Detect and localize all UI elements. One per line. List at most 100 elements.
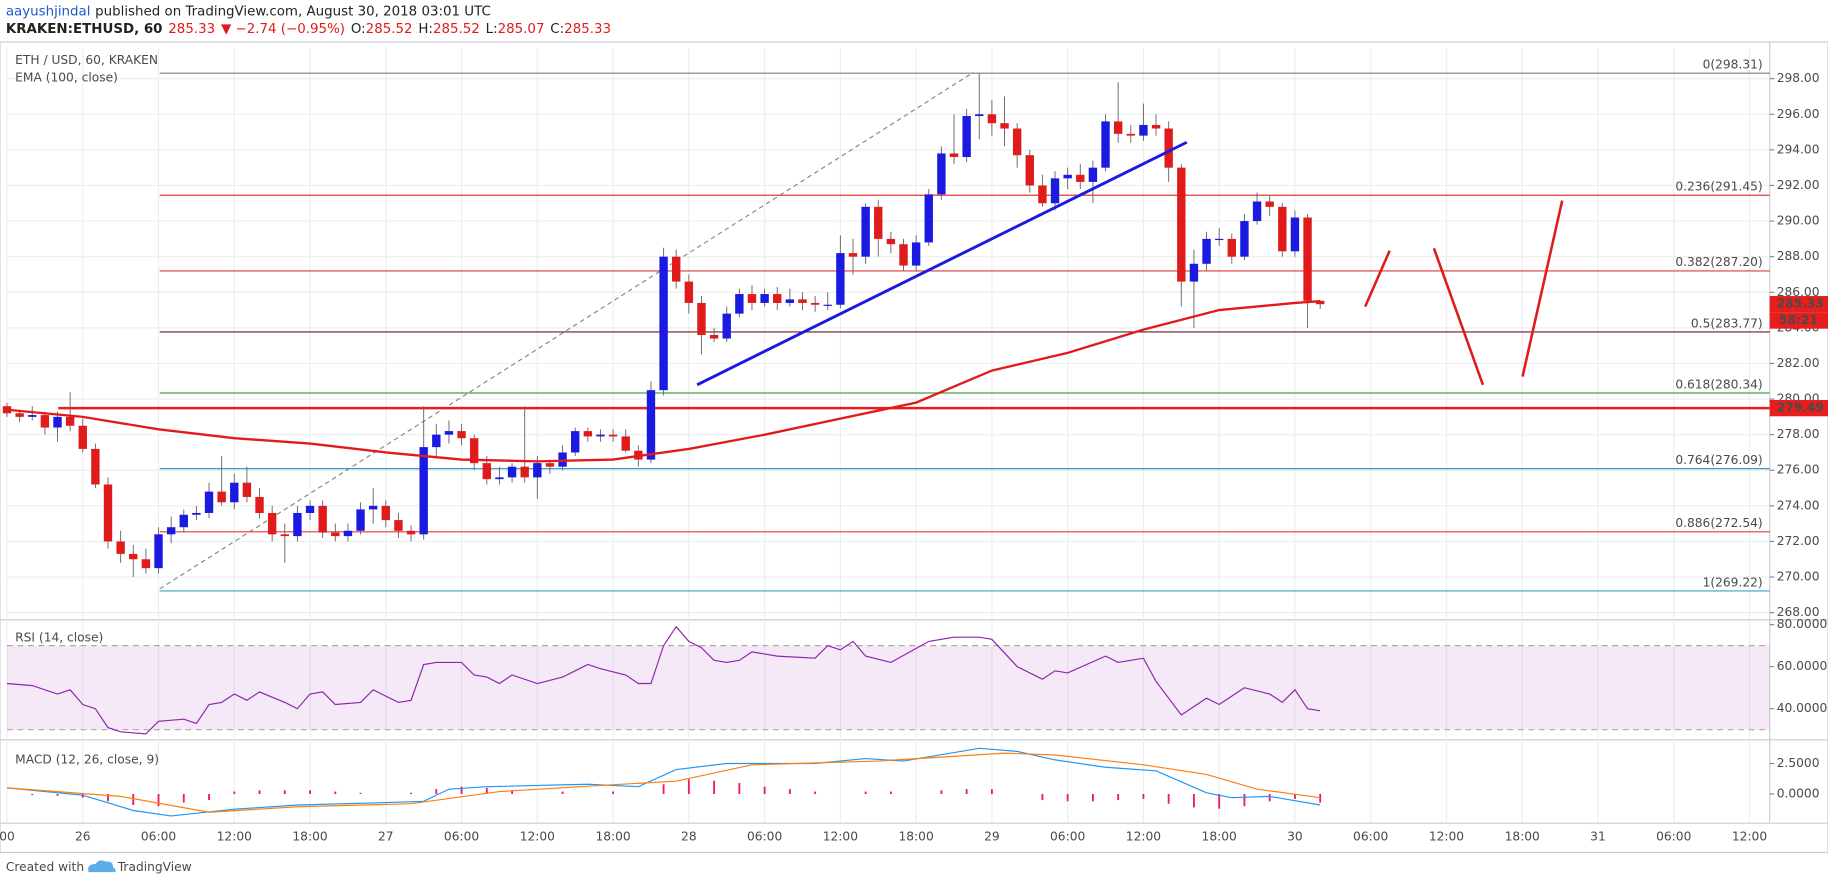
macd-histogram-bar	[1243, 793, 1246, 807]
y-tick-label: 270.00	[1777, 570, 1820, 584]
y-tick-label: 298.00	[1777, 71, 1820, 85]
ohlc-value: 285.07	[498, 22, 545, 37]
candle-body	[192, 512, 201, 515]
candle-body	[798, 299, 807, 303]
candle-body	[318, 505, 327, 533]
candle-body	[823, 304, 832, 306]
candle-body	[166, 527, 176, 535]
macd-histogram-bar	[713, 780, 716, 794]
macd-legend: MACD (12, 26, close, 9)	[15, 753, 159, 767]
macd-histogram-bar	[1167, 793, 1170, 804]
candle-body	[204, 491, 214, 513]
candle-body	[53, 416, 62, 428]
x-tick-label: 31	[1590, 830, 1606, 844]
indicator-line	[6, 300, 1321, 463]
fib-label: 0.886(272.54)	[1675, 516, 1762, 530]
macd-histogram-bar	[990, 789, 993, 794]
footer-text: Created with	[6, 860, 84, 874]
x-tick-label: 18:00	[1505, 830, 1540, 844]
candle-body	[697, 302, 706, 335]
macd-histogram-bar	[1091, 793, 1094, 802]
candle-body	[368, 505, 378, 510]
candle-body	[217, 491, 226, 503]
candle-body	[267, 512, 277, 535]
candle-body	[924, 194, 933, 243]
candle-body	[545, 463, 555, 467]
candle-body	[1202, 238, 1211, 264]
macd-histogram-bar	[56, 793, 59, 796]
candle-body	[495, 477, 504, 480]
candle-body	[1151, 124, 1161, 129]
candle-body	[1012, 128, 1022, 156]
candle-body	[684, 281, 694, 303]
candle-body	[1265, 201, 1274, 207]
fib-label: 0.382(287.20)	[1675, 255, 1762, 269]
x-tick-label: 18:00	[898, 830, 933, 844]
y-tick-label: 276.00	[1777, 463, 1820, 477]
y-tick-label: 286.00	[1777, 285, 1820, 299]
y-tick-label: 294.00	[1777, 142, 1820, 156]
candle-body	[1214, 238, 1224, 241]
ohlc-value: 285.33	[564, 22, 611, 37]
x-tick-label: 29	[984, 830, 1000, 844]
x-tick-label: 12:00	[1732, 830, 1767, 844]
candle-body	[975, 114, 984, 117]
macd-histogram-bar	[359, 792, 362, 794]
x-tick-label: 18:00	[292, 830, 327, 844]
candle-body	[558, 452, 567, 467]
candle-body	[40, 415, 50, 428]
tradingview-logo[interactable]	[88, 860, 116, 873]
last-price-badge	[1769, 296, 1828, 313]
footer-brand[interactable]: TradingView	[117, 860, 192, 874]
candle-body	[1038, 185, 1047, 204]
macd-histogram-bar	[309, 790, 311, 794]
macd-histogram-bar	[612, 791, 615, 794]
candle-body	[1278, 206, 1287, 252]
ohlc-value: 285.52	[433, 22, 480, 37]
indicator-line	[6, 747, 1321, 817]
candle-body	[394, 520, 403, 531]
symbol-legend: ETH / USD, 60, KRAKEN	[15, 53, 158, 67]
candle-body	[709, 334, 719, 339]
candle-body	[242, 482, 252, 497]
candle-body	[293, 512, 302, 537]
candle-body	[1189, 263, 1199, 282]
candle-body	[596, 434, 605, 437]
candle-body	[1063, 174, 1072, 179]
fib-label: 0.5(283.77)	[1691, 316, 1763, 330]
fib-label: 0(298.31)	[1703, 57, 1763, 71]
macd-histogram-bar	[889, 791, 892, 794]
ohlc-key: C:	[550, 22, 564, 37]
macd-histogram-bar	[208, 793, 210, 801]
candle-body	[520, 466, 529, 478]
candle-body	[773, 294, 782, 303]
candle-body	[1177, 167, 1186, 282]
macd-histogram-bar	[940, 790, 943, 794]
macd-histogram-bar	[334, 791, 337, 794]
candle-body	[583, 431, 593, 437]
countdown-badge	[1769, 312, 1828, 329]
x-tick-label: 27	[378, 830, 394, 844]
projection-line	[1432, 247, 1485, 386]
fib-label: 0.618(280.34)	[1675, 377, 1762, 391]
x-tick-label: 06:00	[1656, 830, 1691, 844]
candle-body	[949, 153, 959, 157]
candle-body	[1088, 167, 1098, 182]
candle-body	[810, 302, 820, 305]
y-tick-label: 292.00	[1777, 178, 1820, 192]
candle-body	[482, 463, 492, 480]
x-tick-label: 30	[1287, 830, 1303, 844]
rsi-band-fill	[6, 645, 1770, 730]
candle-body	[1303, 217, 1312, 301]
macd-histogram-bar	[132, 793, 135, 805]
candle-body	[469, 438, 479, 464]
macd-histogram-bar	[1218, 793, 1221, 809]
y-tick-label: 2.5000	[1777, 756, 1820, 770]
macd-histogram-bar	[814, 791, 817, 794]
x-tick-label: 06:00	[1050, 830, 1085, 844]
macd-histogram-bar	[31, 793, 34, 796]
macd-histogram-bar	[1192, 793, 1195, 808]
macd-histogram-bar	[1117, 793, 1120, 801]
candle-body	[1113, 121, 1123, 134]
author-link[interactable]: aayushjindal	[6, 5, 91, 20]
